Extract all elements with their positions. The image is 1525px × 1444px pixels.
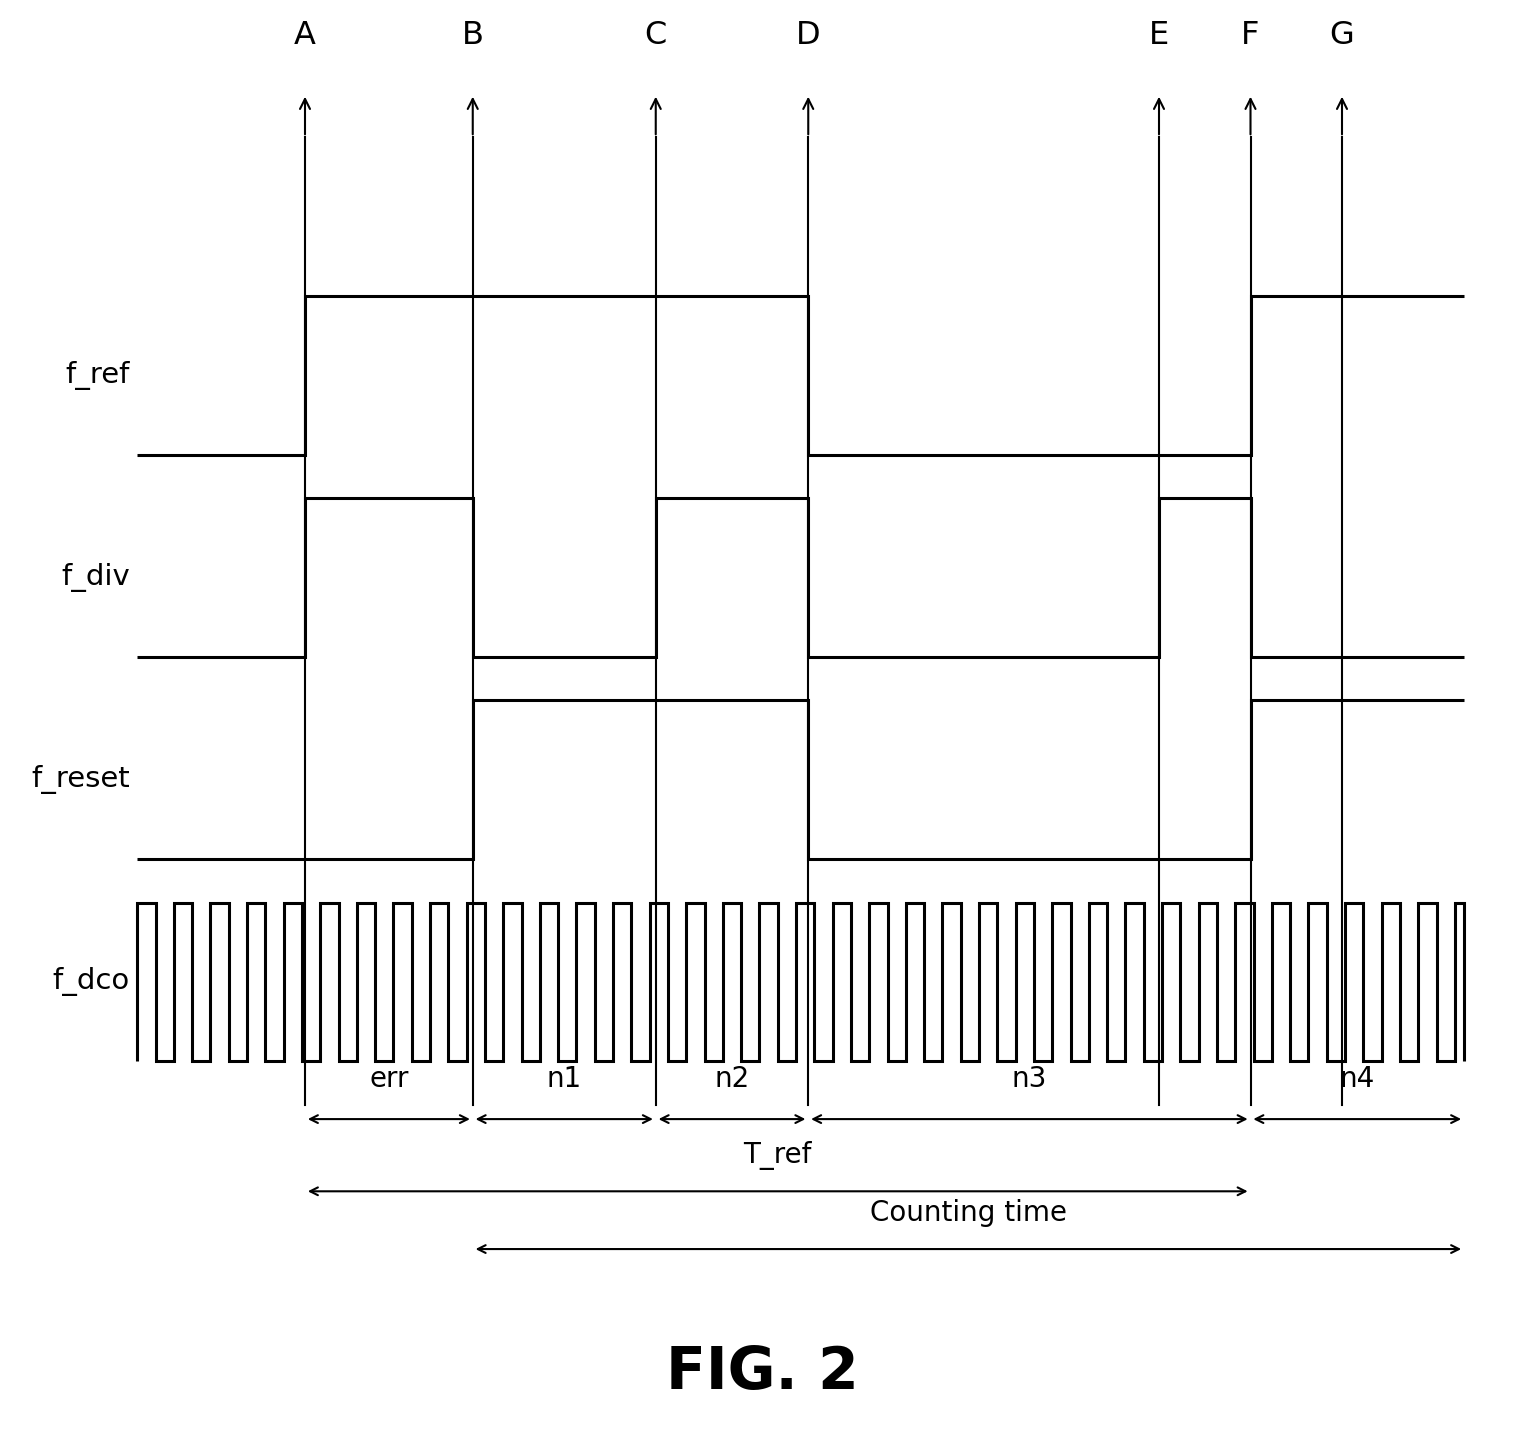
Text: T_ref: T_ref	[744, 1141, 811, 1170]
Text: E: E	[1148, 20, 1170, 51]
Text: n2: n2	[714, 1066, 750, 1093]
Text: A: A	[294, 20, 316, 51]
Text: err: err	[369, 1066, 409, 1093]
Text: f_ref: f_ref	[66, 361, 130, 390]
Text: n1: n1	[546, 1066, 583, 1093]
Text: G: G	[1330, 20, 1354, 51]
Text: F: F	[1241, 20, 1260, 51]
Text: Counting time: Counting time	[869, 1200, 1068, 1227]
Text: f_dco: f_dco	[52, 967, 130, 996]
Text: n3: n3	[1011, 1066, 1048, 1093]
Text: D: D	[796, 20, 820, 51]
Text: f_reset: f_reset	[30, 765, 130, 794]
Text: B: B	[462, 20, 483, 51]
Text: n4: n4	[1339, 1066, 1376, 1093]
Text: FIG. 2: FIG. 2	[666, 1344, 859, 1401]
Text: f_div: f_div	[61, 563, 130, 592]
Text: C: C	[645, 20, 666, 51]
